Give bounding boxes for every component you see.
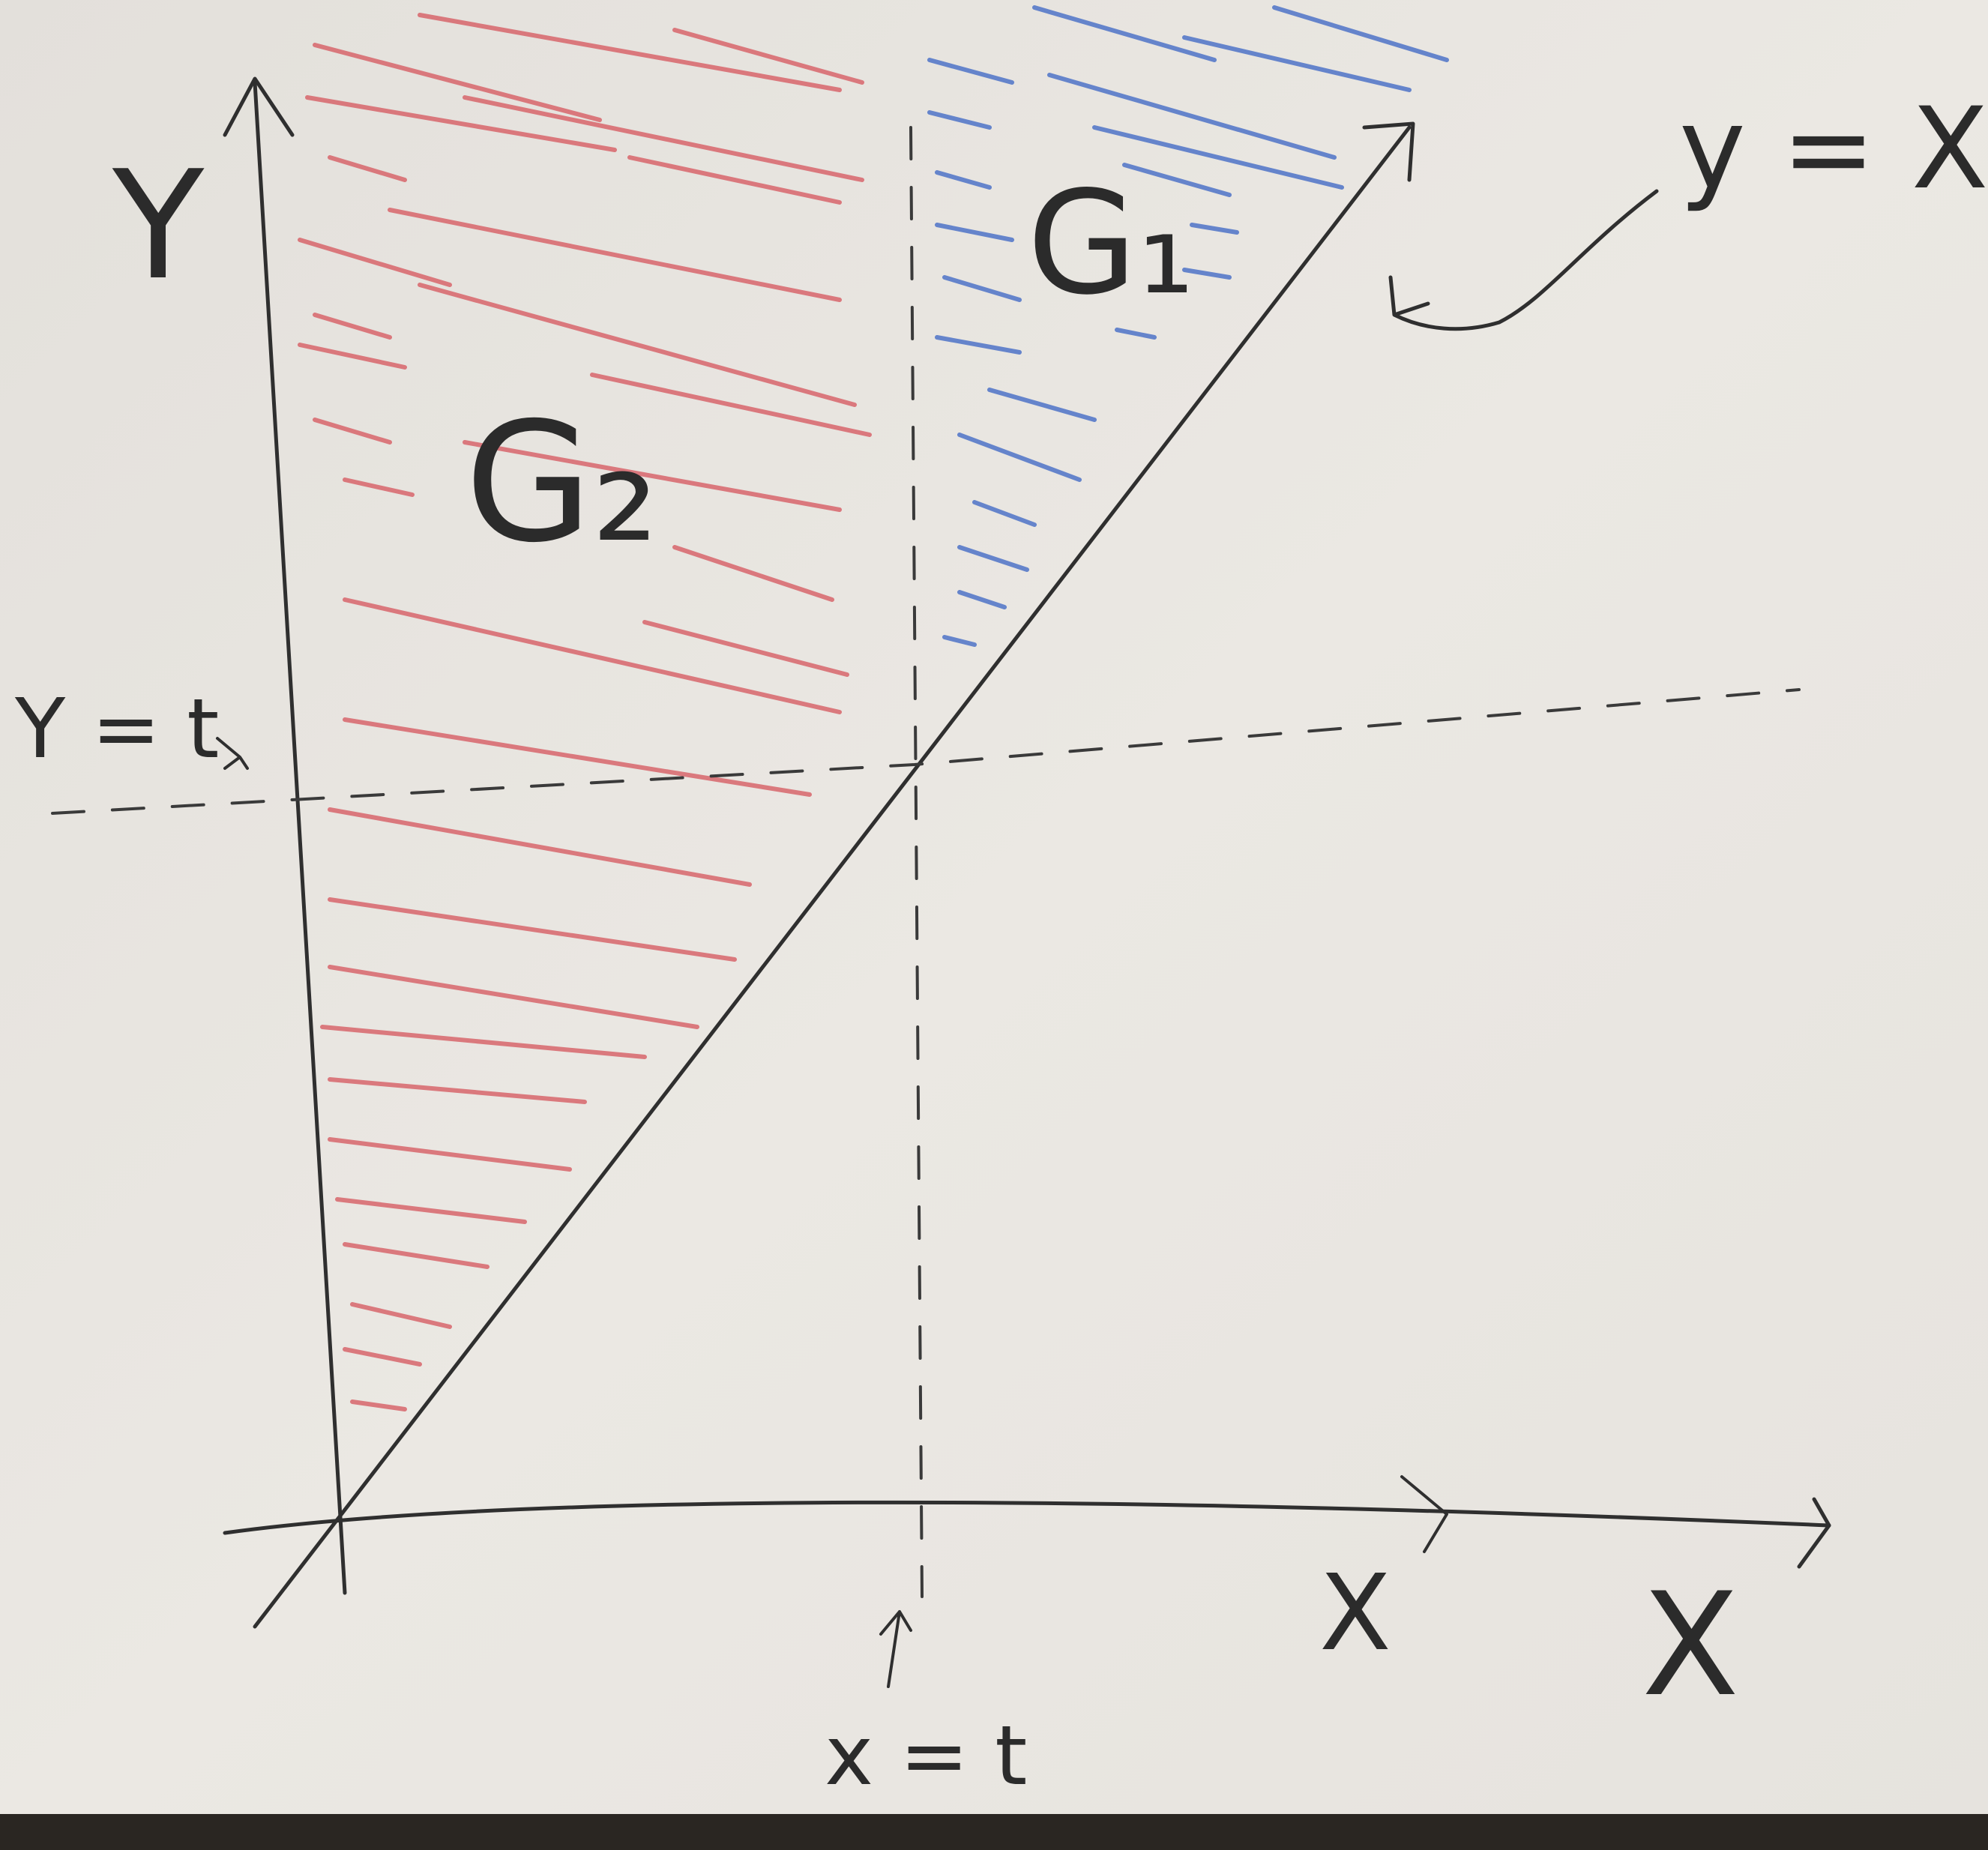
diagonal-arrowhead — [1362, 121, 1415, 182]
x-axis — [223, 1475, 1831, 1569]
x-eq-t-pointer-arrow — [879, 1610, 912, 1688]
x-axis-label: X — [1642, 1562, 1739, 1728]
y-axis-label: Y — [112, 139, 205, 313]
x-axis-arrowhead-outer — [1797, 1497, 1831, 1569]
region-g2-label: G₂ — [465, 387, 659, 579]
y-axis-arrowhead — [223, 76, 295, 137]
line-label-pointer-arrow — [1388, 189, 1659, 331]
paper-shadow-edge — [0, 1814, 1988, 1850]
region-g1-hatching — [927, 5, 1449, 647]
x-axis-arrowhead-inner — [1400, 1475, 1448, 1553]
line-y-equals-x — [253, 121, 1415, 1629]
region-g2-hatching — [298, 13, 872, 1411]
dashed-line-x-equals-t — [909, 126, 924, 1598]
line-label: y = X — [1679, 84, 1988, 214]
y-eq-t-pointer-arrow — [216, 737, 249, 770]
x-equals-t-label: x = t — [825, 1708, 1027, 1804]
region-g1-label: G₁ — [1027, 160, 1194, 326]
dashed-line-y-equals-t — [51, 688, 1801, 815]
y-axis — [223, 76, 347, 1595]
x-axis-label-small: X — [1319, 1552, 1391, 1675]
y-equals-t-label: Y = t — [14, 681, 219, 777]
